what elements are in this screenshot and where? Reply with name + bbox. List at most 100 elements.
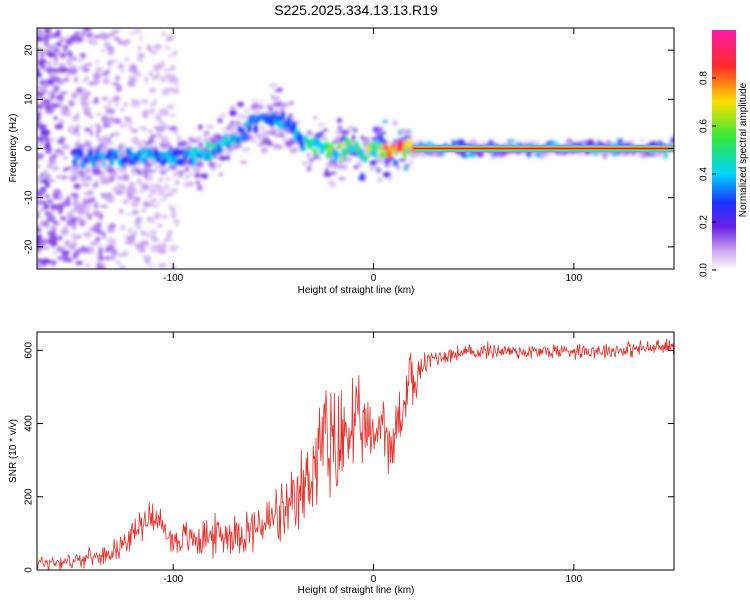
spectrogram-speckle xyxy=(141,208,146,213)
spectrogram-speckle xyxy=(77,217,81,220)
spectrogram-halo xyxy=(456,139,466,146)
spectrogram-halo xyxy=(143,169,148,172)
spectrogram-speckle xyxy=(76,35,82,40)
spectrogram-speckle xyxy=(122,174,130,181)
spectrogram-speckle xyxy=(157,73,161,77)
spectrogram-halo xyxy=(653,141,657,146)
spectrogram-halo xyxy=(196,184,203,191)
spectrogram-halo xyxy=(392,119,398,127)
spectrogram-speckle xyxy=(131,210,139,215)
spectrogram-halo xyxy=(340,130,350,135)
spectrogram-speckle xyxy=(93,97,99,105)
spectrogram-speckle xyxy=(58,235,63,241)
spectrogram-halo xyxy=(188,136,194,143)
spectrogram-halo xyxy=(321,136,328,140)
spectrogram-speckle xyxy=(95,237,101,242)
spectrogram-speckle xyxy=(131,63,136,68)
spectrogram-halo xyxy=(175,180,180,185)
spectrogram-ridge xyxy=(166,148,172,157)
spectrogram-speckle xyxy=(163,238,168,243)
spectrogram-speckle xyxy=(37,111,42,116)
spectrogram-speckle xyxy=(85,63,93,66)
spectrogram-halo xyxy=(411,140,419,146)
spectrogram-speckle xyxy=(53,62,57,66)
spectrogram-speckle xyxy=(129,119,133,124)
spectrogram-halo xyxy=(148,169,157,174)
spectrogram-halo xyxy=(584,152,589,155)
spectrogram-speckle xyxy=(37,30,45,38)
spectrogram-speckle xyxy=(101,49,105,53)
spectrogram-ridge xyxy=(287,116,292,126)
spectrogram-speckle xyxy=(147,264,155,268)
spectrogram-ridge xyxy=(160,159,166,167)
spectrogram-halo xyxy=(288,113,293,118)
spectrogram-halo xyxy=(164,166,170,172)
spectrogram-speckle xyxy=(71,208,77,212)
spectrogram-speckle xyxy=(116,183,123,189)
spectrogram-halo xyxy=(382,120,388,124)
spectrogram-speckle xyxy=(68,100,75,107)
spectrogram-speckle xyxy=(165,177,171,181)
spectrogram-halo xyxy=(393,139,398,143)
spectrogram-speckle xyxy=(85,204,91,212)
spectrogram-halo xyxy=(358,176,366,181)
spectrogram-halo xyxy=(396,165,401,170)
snr-xlabel: Height of straight line (km) xyxy=(298,585,415,596)
spectrogram-speckle xyxy=(111,29,120,34)
spectrogram-speckle xyxy=(141,184,150,191)
spectrogram-speckle xyxy=(140,246,146,253)
spectrogram-speckle xyxy=(105,255,111,261)
spectrogram-speckle xyxy=(103,41,111,48)
spectrogram-speckle xyxy=(66,71,71,78)
spectrogram-speckle xyxy=(156,201,161,206)
snr-ticks: -100 0 100 0 200 400 600 xyxy=(24,332,674,585)
spectrogram-speckle xyxy=(65,38,74,46)
spectrogram-halo xyxy=(219,113,227,117)
spectrogram-speckle xyxy=(73,202,80,206)
spectrogram-halo xyxy=(203,131,211,135)
spectrogram-speckle xyxy=(50,226,57,233)
spectrogram-speckle xyxy=(71,241,77,248)
spectrogram-halo xyxy=(154,165,164,170)
spectrogram-halo xyxy=(196,137,201,143)
spectrogram-speckle xyxy=(93,202,99,209)
spectrogram-speckle xyxy=(154,69,160,73)
spectrogram-speckle xyxy=(43,28,52,34)
spectrogram-speckle xyxy=(43,41,50,47)
spectrogram-speckle xyxy=(54,124,59,130)
spectrogram-halo xyxy=(230,105,236,110)
spectrogram-halo xyxy=(639,138,645,142)
spectrogram-halo xyxy=(95,168,100,174)
spectrogram-halo xyxy=(139,189,145,193)
spectrogram-speckle xyxy=(48,34,58,38)
spectrogram-ridge xyxy=(338,143,344,150)
spectrogram-halo xyxy=(313,116,318,119)
colorbar-gradient xyxy=(712,30,736,270)
spectrogram-halo xyxy=(239,160,248,164)
spectrogram-speckle xyxy=(123,235,128,238)
spectrogram-speckle xyxy=(108,98,112,106)
spectrogram-halo xyxy=(536,140,540,145)
spectrogram-halo xyxy=(271,132,277,135)
spectrogram-speckle xyxy=(44,211,51,216)
spectrogram-speckle xyxy=(85,210,89,218)
spectrogram-halo xyxy=(670,137,674,144)
spectrogram-halo xyxy=(279,129,283,134)
spectrogram-halo xyxy=(269,127,277,134)
spectrogram-halo xyxy=(383,172,390,178)
spectrogram-speckle xyxy=(106,195,115,203)
spectrogram-halo xyxy=(452,140,458,146)
spectrogram-ridge xyxy=(123,156,129,165)
spectrogram-halo xyxy=(336,118,343,123)
spectrogram-speckle xyxy=(97,255,105,261)
spectrogram-ridge xyxy=(383,143,388,152)
x-tick-label: 0 xyxy=(371,273,377,284)
spectrogram-speckle xyxy=(46,78,55,86)
spectrogram-speckle xyxy=(107,33,115,37)
spectrogram-halo xyxy=(317,155,322,162)
spectrogram-speckle xyxy=(41,84,46,91)
spectrogram-halo xyxy=(398,158,407,162)
spectrogram-speckle xyxy=(42,247,50,250)
spectrogram-speckle xyxy=(70,193,79,198)
spectrogram-speckle xyxy=(117,40,125,45)
